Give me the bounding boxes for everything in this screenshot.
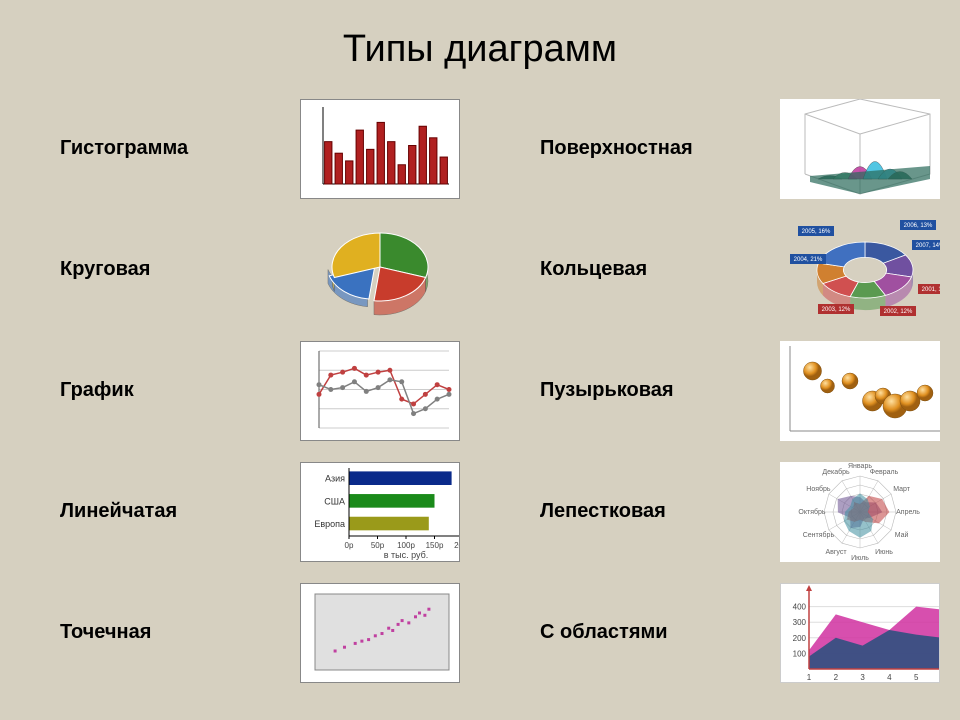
bubble-icon [780,341,940,441]
pie-icon [310,220,450,320]
thumb-radar: ЯнварьФевраль Март Апрель Май Июнь Июль Август… [780,462,940,562]
label-donut: Кольцевая [540,258,740,281]
thumb-bubble [780,341,940,441]
label-histogram: Гистограмма [60,137,260,160]
svg-text:Европа: Европа [314,518,345,528]
thumb-donut: 2005, 16% 2006, 13% 2007, 14% 2001, 12% 2002… [780,220,940,320]
thumb-histogram [300,99,460,199]
label-scatter: Точечная [60,621,260,644]
thumb-line [300,341,460,441]
svg-text:2004, 21%: 2004, 21% [794,257,823,263]
svg-text:100р: 100р [397,541,415,550]
svg-text:Февраль: Февраль [870,469,899,476]
page-title: Типы диаграмм [0,0,960,71]
label-hbar: Линейчатая [60,500,260,523]
histogram-icon [305,101,455,196]
label-bubble: Пузырьковая [540,379,740,402]
donut-icon: 2005, 16% 2006, 13% 2007, 14% 2001, 12% 2002… [780,220,940,320]
svg-text:Азия: Азия [325,473,345,483]
thumb-scatter [300,583,460,683]
thumb-surface [780,99,940,199]
svg-text:в тыс. руб.: в тыс. руб. [384,550,429,560]
svg-text:50р: 50р [371,541,385,550]
svg-text:3: 3 [860,673,865,682]
svg-text:2003, 12%: 2003, 12% [822,307,851,313]
radar-icon: ЯнварьФевраль Март Апрель Май Июнь Июль Август… [780,462,940,562]
svg-text:2: 2 [834,673,839,682]
label-line: График [60,379,260,402]
label-radar: Лепестковая [540,500,740,523]
thumb-area: 100200300400123456 [780,583,940,683]
svg-text:Январь: Январь [848,463,872,470]
svg-text:400: 400 [793,602,807,611]
svg-text:4: 4 [887,673,892,682]
svg-text:0р: 0р [345,541,354,550]
svg-text:Август: Август [825,548,847,555]
line-icon [305,343,455,438]
svg-text:США: США [324,496,345,506]
svg-text:Июнь: Июнь [875,548,893,555]
svg-text:2002, 12%: 2002, 12% [884,309,913,315]
svg-text:200: 200 [793,633,807,642]
label-pie: Круговая [60,258,260,281]
thumb-hbar: Азия США Европа 0р 50р 100р 150р 200р в тыс. руб… [300,462,460,562]
slide: Типы диаграмм Гистограмма Поверхностная … [0,0,960,720]
svg-text:Ноябрь: Ноябрь [806,485,831,493]
svg-text:Сентябрь: Сентябрь [803,531,835,539]
svg-text:Апрель: Апрель [896,509,920,516]
chart-type-grid: Гистограмма Поверхностная Круговая Кольц… [0,71,960,690]
svg-text:5: 5 [914,673,919,682]
scatter-icon [305,588,455,678]
svg-text:Май: Май [895,531,909,539]
svg-text:Июль: Июль [851,555,869,562]
svg-text:200р: 200р [454,541,459,550]
svg-text:2005, 16%: 2005, 16% [802,229,831,235]
svg-text:2006, 13%: 2006, 13% [904,223,933,229]
surface-icon [780,99,940,199]
svg-text:1: 1 [807,673,812,682]
svg-text:100: 100 [793,649,807,658]
svg-text:2007, 14%: 2007, 14% [916,243,940,249]
thumb-pie [300,220,460,320]
svg-text:150р: 150р [426,541,444,550]
svg-text:Март: Март [893,486,911,493]
svg-text:Декабрь: Декабрь [822,468,850,476]
svg-text:2001, 12%: 2001, 12% [922,287,940,293]
area-icon: 100200300400123456 [781,583,939,683]
hbar-icon: Азия США Европа 0р 50р 100р 150р 200р в тыс. руб… [301,462,459,562]
svg-text:Октябрь: Октябрь [798,508,825,516]
label-surface: Поверхностная [540,137,740,160]
svg-text:300: 300 [793,618,807,627]
label-area: С областями [540,621,740,644]
